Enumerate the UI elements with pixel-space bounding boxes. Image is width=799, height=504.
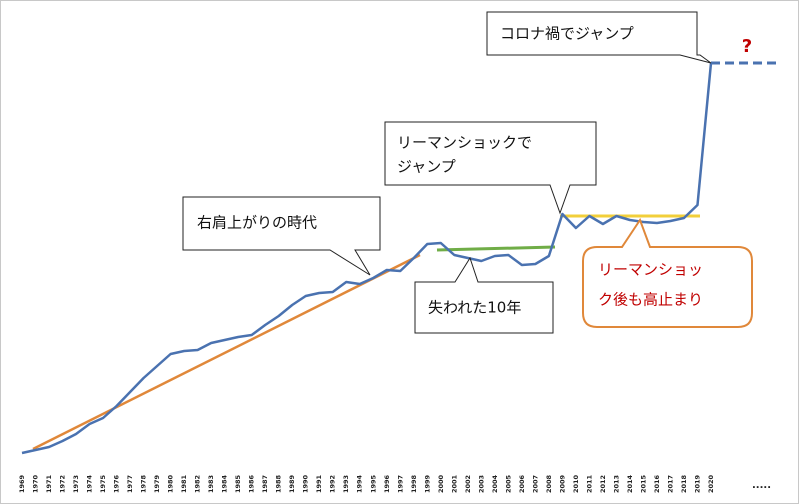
x-tick-label: 1993 bbox=[342, 475, 350, 493]
x-tick-label: 2004 bbox=[491, 474, 499, 493]
x-tick-label: 1979 bbox=[153, 474, 161, 493]
x-tick-label: 1977 bbox=[126, 475, 134, 493]
x-tick-label: 2018 bbox=[680, 474, 688, 493]
x-tick-label: 1990 bbox=[302, 474, 310, 493]
x-tick-label: 1978 bbox=[140, 474, 148, 493]
x-tick-label: 1969 bbox=[18, 474, 26, 493]
x-tick-label: 1983 bbox=[207, 475, 215, 493]
note: ジャンプ bbox=[397, 158, 456, 176]
x-tick-label: 1971 bbox=[45, 474, 53, 493]
callout bbox=[582, 217, 753, 328]
question-mark: ? bbox=[742, 36, 752, 57]
x-tick-label: 2011 bbox=[585, 474, 593, 493]
x-tick-label: 1974 bbox=[86, 474, 94, 493]
x-tick-label: 1996 bbox=[383, 474, 391, 493]
note: 右肩上がりの時代 bbox=[197, 214, 317, 232]
x-tick-label: 2017 bbox=[666, 475, 674, 493]
note: リーマンショックで bbox=[397, 134, 532, 152]
callout bbox=[486, 11, 712, 64]
x-tick-label: 1998 bbox=[410, 474, 418, 493]
note: コロナ禍でジャンプ bbox=[500, 25, 634, 43]
x-tick-label: 1981 bbox=[180, 474, 188, 493]
x-tick-label: 1991 bbox=[315, 474, 323, 493]
x-tick-label: 2014 bbox=[626, 474, 634, 493]
x-tick-label: 2002 bbox=[464, 475, 472, 493]
x-tick-label: 2016 bbox=[653, 474, 661, 493]
x-tick-label: 2020 bbox=[707, 474, 715, 493]
x-tick-label: 2008 bbox=[545, 474, 553, 493]
x-tick-label: 1999 bbox=[423, 474, 431, 493]
x-tick-label: 2005 bbox=[504, 474, 512, 493]
x-tick-label: 1992 bbox=[329, 475, 337, 493]
x-tick-label: 1986 bbox=[248, 474, 256, 493]
x-tick-label: 2019 bbox=[693, 474, 701, 493]
x-tick-label: 2013 bbox=[612, 475, 620, 493]
x-tick-label: 2012 bbox=[599, 475, 607, 493]
x-tick-label: 2015 bbox=[639, 474, 647, 493]
note: 失われた10年 bbox=[428, 299, 521, 317]
x-tick-label: 1987 bbox=[261, 475, 269, 493]
x-tick-label: 2006 bbox=[518, 474, 526, 493]
x-tick-label: 1984 bbox=[221, 474, 229, 493]
x-tick-label: 1985 bbox=[234, 474, 242, 493]
x-tick-label: 1970 bbox=[32, 474, 40, 493]
x-tick-label: 1973 bbox=[72, 475, 80, 493]
trend-green bbox=[436, 245, 556, 252]
note: リーマンショッ bbox=[598, 261, 703, 279]
data-line bbox=[21, 62, 713, 455]
x-tick-label: 1988 bbox=[275, 474, 283, 493]
callout bbox=[414, 256, 554, 334]
x-tick-label: 2000 bbox=[437, 474, 445, 493]
x-tick-label: 1994 bbox=[356, 474, 364, 493]
x-tick-label: 2003 bbox=[477, 475, 485, 493]
x-tick-label: 2009 bbox=[558, 474, 566, 493]
x-tick-label: 1975 bbox=[99, 474, 107, 493]
note: ク後も高止まり bbox=[598, 291, 703, 309]
x-tick-label: 2010 bbox=[572, 474, 580, 493]
callout bbox=[384, 121, 597, 215]
x-tick-label: 2007 bbox=[531, 475, 539, 493]
x-tick-label: 1997 bbox=[396, 475, 404, 493]
x-tick-label: 1982 bbox=[194, 475, 202, 493]
x-tick-label: 1995 bbox=[369, 474, 377, 493]
callout bbox=[182, 196, 381, 276]
trend-orange bbox=[32, 253, 421, 451]
x-tick-label: 1972 bbox=[59, 475, 67, 493]
x-ellipsis: ..... bbox=[752, 480, 771, 491]
x-tick-label: 2001 bbox=[450, 474, 458, 493]
x-tick-label: 1976 bbox=[113, 474, 121, 493]
x-tick-label: 1989 bbox=[288, 474, 296, 493]
x-tick-label: 1980 bbox=[167, 474, 175, 493]
